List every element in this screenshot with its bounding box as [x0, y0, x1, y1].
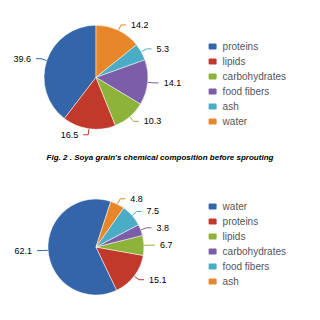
svg-text:10.3: 10.3: [144, 116, 162, 126]
svg-text:Fig. 2 . Soya grain's chemical: Fig. 2 . Soya grain's chemical compositi…: [47, 153, 274, 162]
svg-text:carbohydrates: carbohydrates: [223, 71, 286, 82]
svg-text:water: water: [222, 116, 248, 127]
svg-text:4.8: 4.8: [130, 194, 143, 204]
svg-text:proteins: proteins: [223, 41, 259, 52]
svg-text:proteins: proteins: [223, 216, 259, 227]
svg-text:ash: ash: [223, 276, 239, 287]
svg-text:water: water: [222, 201, 248, 212]
svg-text:39.6: 39.6: [14, 54, 32, 64]
svg-text:lipids: lipids: [223, 231, 246, 242]
svg-text:food fibers: food fibers: [223, 261, 270, 272]
svg-text:14.1: 14.1: [164, 78, 182, 88]
svg-text:14.2: 14.2: [131, 20, 149, 30]
svg-text:16.5: 16.5: [61, 130, 79, 140]
svg-text:15.1: 15.1: [149, 275, 167, 285]
svg-text:lipids: lipids: [223, 56, 246, 67]
svg-text:7.5: 7.5: [147, 206, 160, 216]
svg-text:62.1: 62.1: [15, 246, 33, 256]
svg-text:food fibers: food fibers: [223, 86, 270, 97]
svg-text:carbohydrates: carbohydrates: [223, 246, 286, 257]
svg-text:6.7: 6.7: [160, 240, 173, 250]
svg-text:5.3: 5.3: [157, 44, 170, 54]
svg-text:ash: ash: [223, 101, 239, 112]
svg-text:3.8: 3.8: [156, 223, 169, 233]
